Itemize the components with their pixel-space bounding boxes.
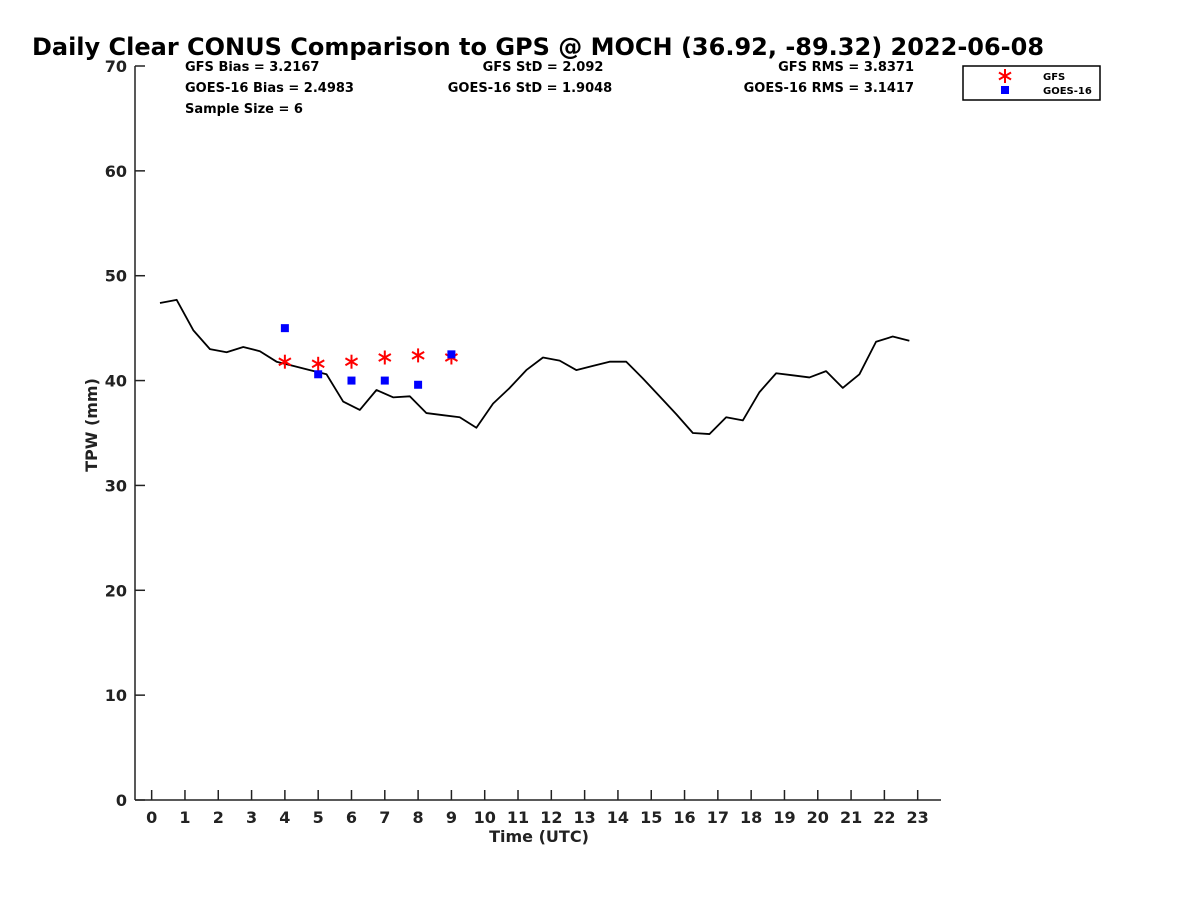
x-tick-label: 3 [246, 808, 257, 827]
legend-goes16-marker [1001, 86, 1009, 94]
y-tick-label: 70 [105, 57, 127, 76]
gfs-point [311, 356, 325, 371]
x-tick-label: 5 [313, 808, 324, 827]
stat-goes-std: GOES-16 StD = 1.9048 [448, 81, 612, 96]
x-tick-label: 15 [640, 808, 662, 827]
x-tick-label: 8 [413, 808, 424, 827]
x-tick-label: 4 [279, 808, 290, 827]
gps-tpw-line [159, 298, 910, 435]
gfs-point [278, 354, 292, 369]
plot-area [159, 298, 910, 435]
legend-box [962, 65, 1101, 101]
chart-title: Daily Clear CONUS Comparison to GPS @ MO… [32, 33, 1044, 61]
goes16-point [447, 350, 456, 359]
x-tick-label: 20 [807, 808, 829, 827]
gfs-point [344, 354, 359, 369]
y-tick-label: 60 [105, 162, 127, 181]
x-tick-label: 14 [607, 808, 629, 827]
y-tick-label: 50 [105, 267, 127, 286]
x-tick-label: 18 [740, 808, 762, 827]
x-tick-label: 16 [673, 808, 695, 827]
x-tick-label: 6 [346, 808, 357, 827]
goes16-point [280, 324, 289, 333]
axes: 0 1 2 3 4 5 6 7 8 9 10 11 12 13 14 15 16 17 18 19 20 21 22 2301… [105, 57, 941, 827]
y-tick-label: 20 [105, 581, 127, 600]
goes16-point [414, 380, 423, 389]
x-tick-label: 17 [707, 808, 729, 827]
x-tick-label: 0 [146, 808, 157, 827]
x-tick-label: 10 [474, 808, 496, 827]
x-tick-label: 12 [540, 808, 562, 827]
goes16-point [347, 376, 356, 385]
y-axis-label: TPW (mm) [82, 378, 101, 472]
legend: GFS GOES-16 [962, 65, 1101, 101]
y-tick-label: 40 [105, 372, 127, 391]
gfs-point [411, 348, 425, 363]
legend-label: GFS [1043, 72, 1065, 83]
stat-sample-size: Sample Size = 6 [185, 102, 303, 117]
y-tick-label: 0 [116, 791, 127, 810]
x-tick-label: 1 [179, 808, 190, 827]
x-tick-label: 2 [213, 808, 224, 827]
stat-gfs-std: GFS StD = 2.092 [483, 60, 604, 75]
gfs-point [378, 350, 392, 365]
x-tick-label: 13 [573, 808, 595, 827]
stat-goes-bias: GOES-16 Bias = 2.4983 [185, 81, 354, 96]
stat-gfs-rms: GFS RMS = 3.8371 [778, 60, 914, 75]
x-tick-label: 7 [379, 808, 390, 827]
stat-gfs-bias: GFS Bias = 3.2167 [185, 60, 319, 75]
x-tick-label: 11 [507, 808, 529, 827]
y-tick-label: 30 [105, 476, 127, 495]
x-axis-label: Time (UTC) [489, 827, 589, 846]
x-tick-label: 23 [907, 808, 929, 827]
x-tick-label: 9 [446, 808, 457, 827]
x-tick-label: 21 [840, 808, 862, 827]
y-tick-label: 10 [105, 686, 127, 705]
goes16-point [380, 376, 389, 385]
x-tick-label: 22 [873, 808, 895, 827]
stat-goes-rms: GOES-16 RMS = 3.1417 [744, 81, 914, 96]
goes16-point [314, 370, 323, 379]
x-tick-label: 19 [773, 808, 795, 827]
legend-gfs-marker [998, 69, 1012, 83]
legend-label: GOES-16 [1043, 86, 1092, 97]
